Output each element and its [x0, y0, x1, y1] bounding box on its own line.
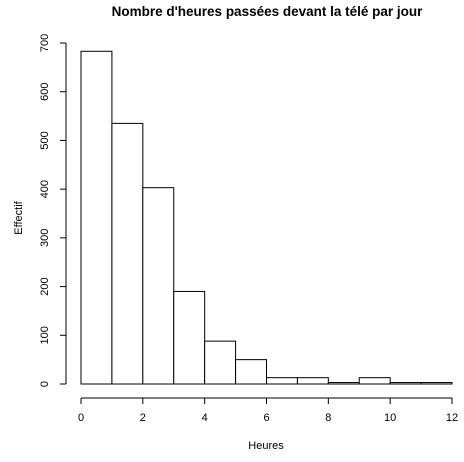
histogram-bar	[173, 290, 206, 385]
x-tick-label: 6	[263, 412, 269, 424]
chart-title: Nombre d'heures passées devant la télé p…	[112, 4, 424, 19]
histogram-bar	[235, 359, 267, 385]
y-tick-label: 300	[39, 229, 51, 247]
y-tick-label: 200	[39, 277, 51, 295]
y-tick-label: 500	[39, 131, 51, 149]
y-tick-label: 0	[39, 381, 51, 387]
histogram-bar	[389, 382, 422, 385]
x-tick-label: 12	[446, 412, 458, 424]
histogram-bar	[358, 377, 391, 385]
x-tick-label: 10	[384, 412, 396, 424]
histogram-bar	[142, 187, 175, 385]
x-axis-label: Heures	[248, 440, 284, 452]
histogram-bar	[204, 340, 237, 385]
y-tick-label: 400	[39, 180, 51, 198]
histogram-bar	[266, 377, 298, 385]
histogram-bar	[327, 382, 360, 385]
histogram-bar	[80, 50, 113, 385]
x-tick-label: 4	[202, 412, 208, 424]
x-axis: 0 2 4 6 8 10 12	[78, 397, 458, 424]
histogram-bar	[420, 382, 453, 385]
x-tick-label: 2	[140, 412, 146, 424]
y-tick-label: 100	[39, 326, 51, 344]
y-tick-label: 700	[39, 34, 51, 52]
y-tick-label: 600	[39, 83, 51, 101]
y-axis: 0 100 200 300 400 500 600 700	[39, 34, 67, 387]
x-tick-label: 0	[78, 412, 84, 424]
y-axis-label: Effectif	[13, 200, 25, 234]
bars-group	[80, 50, 453, 385]
histogram-bar	[296, 377, 329, 385]
x-tick-label: 8	[325, 412, 331, 424]
histogram-bar	[111, 122, 144, 385]
